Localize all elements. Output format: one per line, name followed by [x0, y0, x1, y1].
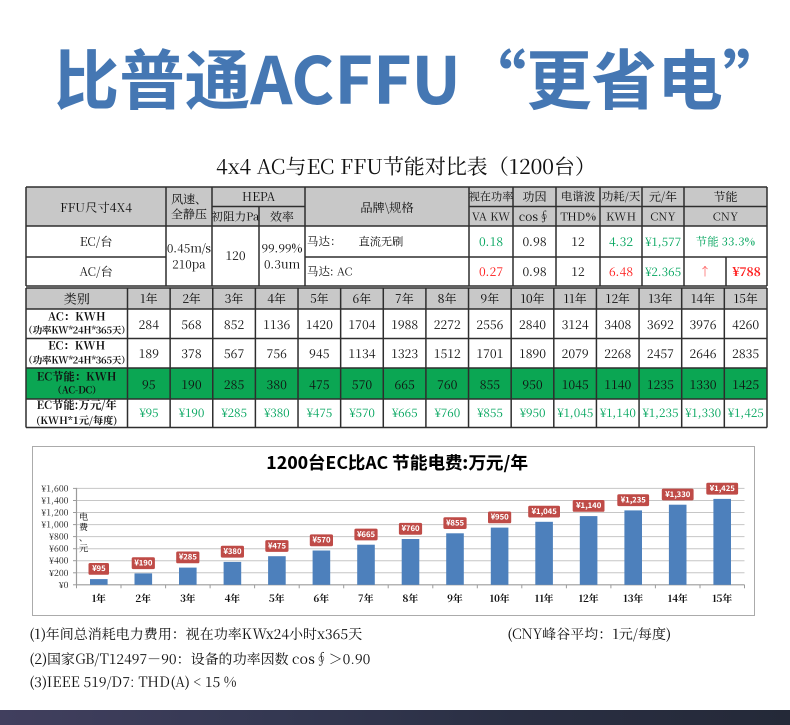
svg-text:、: 、 [78, 530, 87, 544]
svg-text:¥1,235: ¥1,235 [620, 494, 646, 505]
svg-text:¥800: ¥800 [49, 529, 69, 542]
svg-text:¥380: ¥380 [223, 546, 242, 557]
svg-text:15年: 15年 [711, 589, 732, 604]
svg-text:¥600: ¥600 [49, 541, 69, 554]
svg-text:¥570: ¥570 [312, 534, 331, 545]
svg-text:¥760: ¥760 [401, 523, 420, 534]
svg-text:¥1,400: ¥1,400 [41, 493, 68, 506]
svg-text:¥1,600: ¥1,600 [41, 481, 68, 494]
svg-text:¥1,330: ¥1,330 [665, 488, 691, 499]
svg-text:13年: 13年 [622, 589, 643, 604]
svg-text:5年: 5年 [267, 589, 284, 604]
svg-text:电: 电 [78, 508, 88, 522]
svg-text:¥1,425: ¥1,425 [709, 483, 735, 494]
svg-text:2年: 2年 [135, 589, 151, 604]
svg-text:4年: 4年 [224, 589, 240, 604]
svg-text:¥1,200: ¥1,200 [41, 505, 68, 518]
svg-text:¥855: ¥855 [445, 517, 464, 528]
svg-text:7年: 7年 [358, 589, 374, 604]
svg-text:¥665: ¥665 [356, 528, 375, 539]
svg-text:1年: 1年 [91, 589, 106, 604]
svg-text:9年: 9年 [447, 589, 463, 604]
svg-text:¥95: ¥95 [91, 563, 105, 574]
svg-text:¥400: ¥400 [49, 553, 69, 566]
svg-text:¥1,140: ¥1,140 [575, 500, 601, 511]
svg-text:¥1,000: ¥1,000 [41, 517, 68, 530]
svg-text:¥190: ¥190 [134, 557, 153, 568]
svg-text:¥285: ¥285 [178, 551, 197, 562]
svg-text:14年: 14年 [667, 589, 688, 604]
svg-text:10年: 10年 [489, 589, 510, 604]
svg-text:8年: 8年 [402, 589, 418, 604]
svg-text:¥950: ¥950 [490, 511, 509, 522]
svg-text:¥200: ¥200 [49, 565, 69, 578]
svg-text:3年: 3年 [179, 589, 195, 604]
svg-text:元: 元 [78, 540, 87, 554]
svg-text:费: 费 [78, 519, 87, 533]
svg-text:12年: 12年 [578, 589, 599, 604]
svg-text:¥0: ¥0 [58, 577, 68, 590]
svg-text:11年: 11年 [534, 589, 553, 604]
svg-text:¥1,045: ¥1,045 [531, 505, 557, 516]
svg-text:¥475: ¥475 [267, 540, 286, 551]
svg-text:6年: 6年 [313, 589, 329, 604]
